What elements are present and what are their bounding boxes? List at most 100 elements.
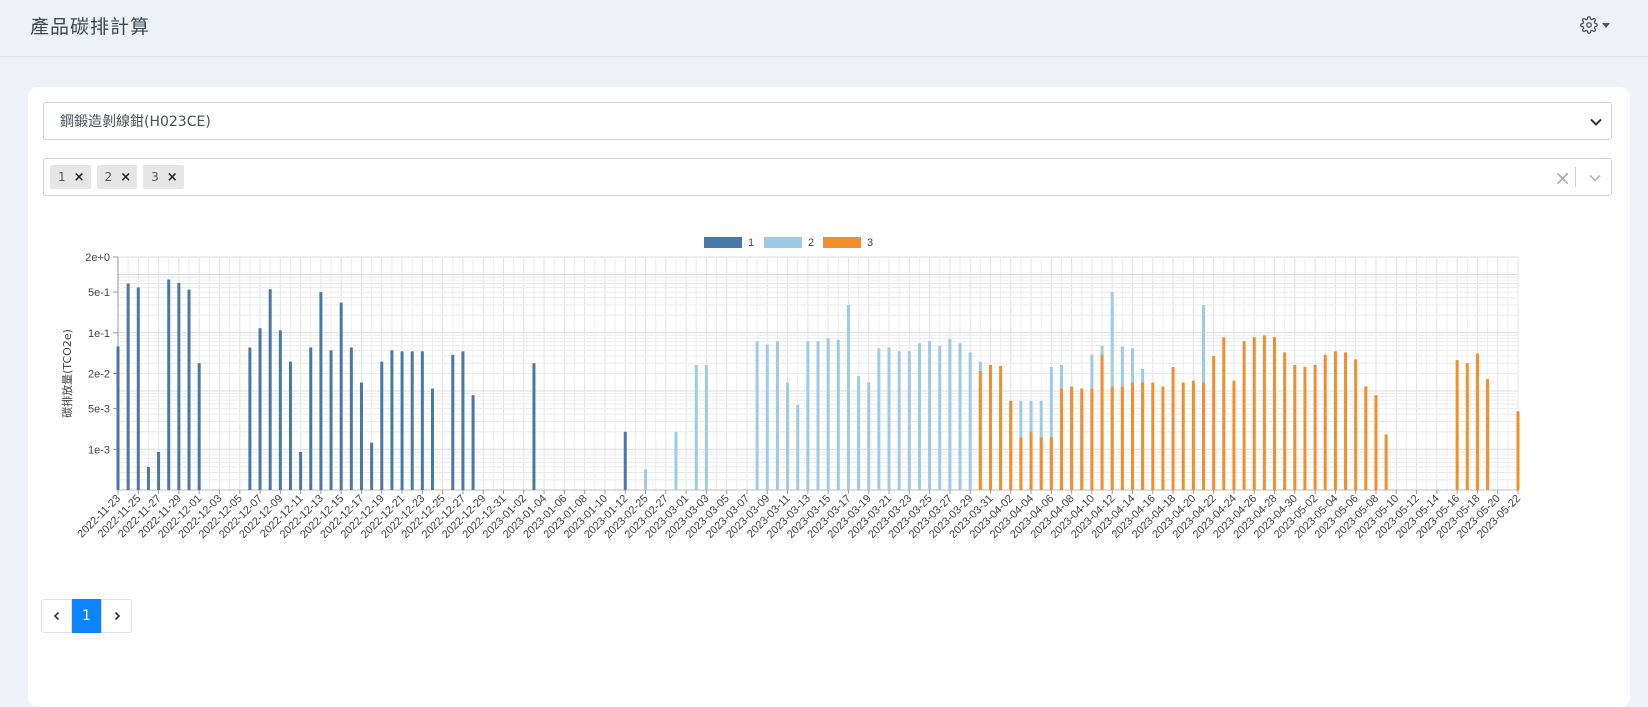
bar-series-1 bbox=[126, 283, 130, 490]
page-button-current[interactable]: 1 bbox=[72, 599, 101, 633]
bar-series-1 bbox=[299, 451, 303, 490]
bar-series-2 bbox=[887, 347, 891, 490]
bar-series-3 bbox=[1313, 364, 1317, 490]
bar-series-1 bbox=[146, 466, 150, 490]
bar-series-3 bbox=[1141, 382, 1145, 490]
bar-series-3 bbox=[1009, 400, 1013, 490]
bar-series-2 bbox=[938, 345, 942, 490]
tag-label: 1 bbox=[58, 170, 66, 184]
content-card: 鋼鍛造剝線鉗(H023CE) 1 × 2 × 3 × × 2e+0 5e-1 1e-… bbox=[28, 87, 1630, 707]
bar-series-1 bbox=[380, 361, 384, 490]
y-tick-label: 2e+0 bbox=[85, 252, 110, 264]
bar-series-1 bbox=[339, 302, 343, 490]
y-tick-label: 5e-3 bbox=[88, 404, 110, 416]
bar-series-3 bbox=[1344, 352, 1348, 490]
bar-series-3 bbox=[1059, 388, 1063, 490]
bar-series-3 bbox=[988, 364, 992, 490]
chevron-left-icon bbox=[53, 611, 59, 621]
tag-2: 2 × bbox=[96, 165, 138, 189]
remove-tag-icon[interactable]: × bbox=[73, 169, 85, 185]
pagination: 1 bbox=[41, 599, 132, 633]
bar-series-3 bbox=[1252, 337, 1256, 490]
bar-series-3 bbox=[1171, 366, 1175, 490]
bar-series-1 bbox=[177, 282, 181, 490]
emission-chart: 2e+05e-11e-12e-25e-31e-3碳排放量(TCO2e)2022-… bbox=[60, 237, 1523, 541]
bar-series-3 bbox=[1455, 360, 1459, 490]
bar-series-2 bbox=[907, 351, 911, 490]
clear-all-icon[interactable]: × bbox=[1554, 166, 1571, 190]
bar-series-1 bbox=[370, 442, 374, 490]
bar-series-2 bbox=[644, 469, 648, 490]
tag-1: 1 × bbox=[50, 165, 91, 189]
bar-series-2 bbox=[877, 348, 881, 490]
bar-series-1 bbox=[248, 347, 252, 490]
bar-series-3 bbox=[1222, 337, 1226, 490]
bar-series-2 bbox=[765, 344, 769, 490]
legend-label: 3 bbox=[867, 237, 873, 249]
legend-label: 1 bbox=[748, 237, 754, 249]
top-bar: 產品碳排計算 bbox=[0, 0, 1648, 57]
product-select[interactable]: 鋼鍛造剝線鉗(H023CE) bbox=[43, 102, 1612, 140]
bar-series-3 bbox=[1293, 364, 1297, 490]
bar-series-1 bbox=[461, 351, 465, 490]
caret-down-icon bbox=[1602, 23, 1610, 28]
bar-series-2 bbox=[816, 341, 820, 490]
bar-series-1 bbox=[167, 279, 171, 490]
bar-series-2 bbox=[846, 304, 850, 490]
series-multi-select[interactable]: 1 × 2 × 3 × × bbox=[43, 158, 1612, 196]
bar-series-3 bbox=[1475, 353, 1479, 490]
tag-3: 3 × bbox=[143, 165, 184, 189]
bar-series-3 bbox=[1161, 386, 1165, 490]
bar-series-1 bbox=[268, 289, 272, 490]
y-tick-label: 1e-1 bbox=[88, 328, 110, 340]
y-tick-label: 5e-1 bbox=[88, 287, 110, 299]
bar-series-3 bbox=[1303, 366, 1307, 490]
bar-series-1 bbox=[157, 451, 161, 490]
chevron-down-icon bbox=[1590, 118, 1602, 126]
bar-series-1 bbox=[319, 292, 323, 490]
bar-series-2 bbox=[917, 343, 921, 490]
bar-series-3 bbox=[1364, 386, 1368, 490]
separator bbox=[1575, 167, 1576, 187]
bar-series-3 bbox=[1070, 386, 1074, 490]
bar-series-2 bbox=[948, 339, 952, 490]
bar-series-1 bbox=[471, 395, 475, 490]
bar-series-3 bbox=[1516, 411, 1520, 490]
bar-series-3 bbox=[1181, 382, 1185, 490]
bar-series-2 bbox=[968, 352, 972, 490]
bar-series-1 bbox=[309, 347, 313, 490]
bar-series-2 bbox=[786, 382, 790, 490]
bar-series-1 bbox=[136, 287, 140, 490]
bar-series-2 bbox=[694, 364, 698, 490]
prev-page-button[interactable] bbox=[41, 599, 72, 633]
settings-menu-button[interactable] bbox=[1580, 14, 1616, 36]
bar-series-3 bbox=[1151, 382, 1155, 490]
bar-series-1 bbox=[410, 351, 414, 490]
bar-series-2 bbox=[867, 382, 871, 490]
bar-series-2 bbox=[897, 351, 901, 490]
remove-tag-icon[interactable]: × bbox=[120, 169, 132, 185]
product-select-value: 鋼鍛造剝線鉗(H023CE) bbox=[60, 114, 211, 130]
next-page-button[interactable] bbox=[101, 599, 132, 633]
bar-series-1 bbox=[390, 350, 394, 490]
bar-series-1 bbox=[197, 363, 201, 490]
bar-series-1 bbox=[349, 347, 353, 490]
bar-series-1 bbox=[187, 289, 191, 490]
legend-swatch bbox=[704, 237, 742, 248]
bar-series-2 bbox=[704, 364, 708, 490]
bar-series-3 bbox=[999, 365, 1003, 490]
bar-series-3 bbox=[1110, 386, 1114, 490]
bar-series-3 bbox=[1202, 382, 1206, 490]
bar-series-2 bbox=[775, 341, 779, 490]
remove-tag-icon[interactable]: × bbox=[166, 169, 178, 185]
bar-series-1 bbox=[623, 431, 627, 490]
bar-series-1 bbox=[329, 350, 333, 490]
bar-series-2 bbox=[928, 341, 932, 490]
bar-series-1 bbox=[258, 328, 262, 490]
gear-icon bbox=[1580, 16, 1598, 34]
chevron-right-icon bbox=[114, 611, 120, 621]
chevron-down-icon[interactable] bbox=[1588, 171, 1602, 185]
bar-series-3 bbox=[1090, 388, 1094, 490]
bar-series-3 bbox=[1354, 359, 1358, 490]
bar-series-2 bbox=[1049, 366, 1053, 490]
